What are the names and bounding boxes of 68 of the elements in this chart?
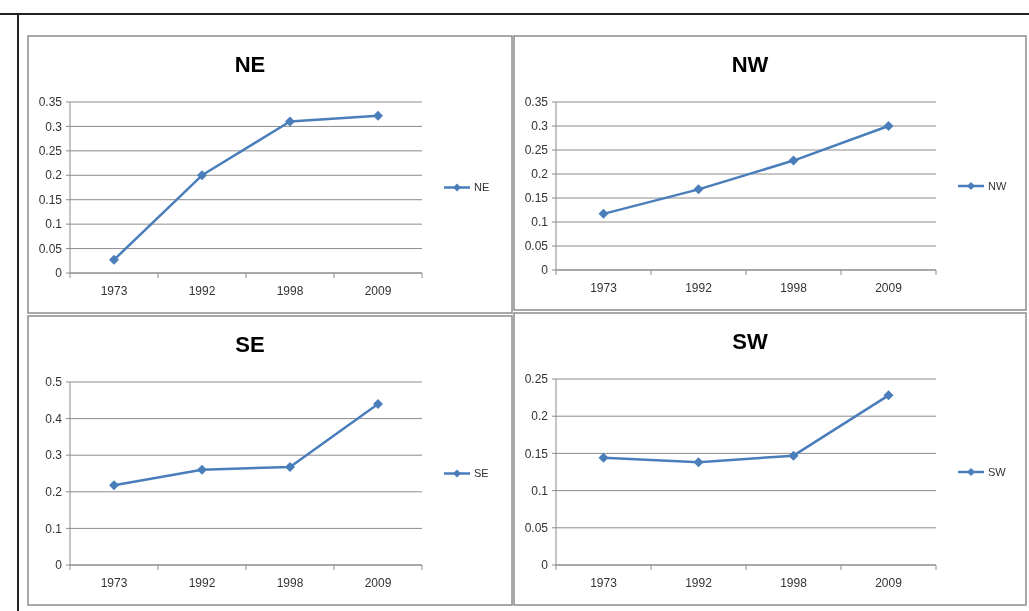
y-tick-label: 0.1 — [45, 521, 63, 536]
y-tick-label: 0.2 — [531, 167, 549, 182]
x-tick-label: 1992 — [685, 576, 713, 590]
y-tick-label: 0.3 — [45, 448, 63, 463]
y-tick-label: 0.5 — [45, 375, 63, 390]
point — [693, 184, 704, 195]
x-tick-label: 2009 — [364, 576, 392, 590]
legend-label: SE — [474, 467, 489, 480]
y-tick-label: 0.3 — [45, 119, 63, 134]
y-tick-label: 0.2 — [45, 485, 63, 499]
x-tick-label: 1973 — [590, 576, 618, 590]
legend-label: SW — [988, 465, 1007, 478]
point — [598, 208, 609, 219]
x-tick-label: 1992 — [188, 284, 216, 298]
point — [693, 457, 704, 468]
chart-title: NW — [731, 52, 769, 77]
x-tick-label: 1973 — [590, 281, 618, 295]
x-tick-label: 1992 — [188, 576, 216, 590]
point — [788, 155, 799, 166]
chart-title: NE — [234, 52, 266, 77]
y-tick-label: 0 — [541, 263, 549, 278]
x-tick-label: 2009 — [875, 576, 903, 590]
y-tick-label: 0.15 — [524, 446, 549, 461]
y-tick-label: 0.35 — [524, 95, 549, 110]
x-tick-label: 1973 — [100, 284, 128, 298]
y-tick-label: 0.15 — [38, 192, 63, 207]
x-tick-label: 1998 — [780, 281, 808, 295]
x-tick-label: 1998 — [276, 576, 304, 590]
y-tick-label: 0.05 — [524, 239, 549, 254]
y-tick-label: 0.2 — [45, 168, 63, 183]
point — [285, 461, 295, 472]
y-tick-label: 0.05 — [524, 521, 549, 535]
y-tick-label: 0 — [541, 558, 549, 573]
point — [788, 450, 799, 461]
y-tick-label: 0 — [55, 558, 63, 573]
y-tick-label: 0.3 — [531, 119, 549, 134]
point — [285, 116, 295, 127]
point — [883, 121, 894, 131]
y-tick-label: 0.25 — [524, 143, 549, 158]
x-tick-label: 1992 — [685, 281, 713, 295]
point — [598, 452, 609, 463]
legend-label: NE — [474, 181, 490, 194]
y-tick-label: 0.25 — [524, 372, 549, 387]
x-tick-label: 1998 — [780, 576, 808, 590]
y-tick-label: 0.1 — [531, 215, 549, 230]
point — [197, 170, 207, 181]
x-tick-label: 1973 — [100, 576, 128, 590]
point — [373, 398, 383, 409]
y-tick-label: 0.1 — [531, 483, 549, 498]
x-tick-label: 2009 — [875, 281, 903, 295]
chart-title: SE — [235, 332, 265, 357]
x-tick-label: 1998 — [276, 284, 304, 298]
y-tick-label: 0.2 — [531, 409, 549, 424]
y-tick-label: 0 — [55, 266, 63, 281]
point — [197, 464, 207, 475]
point — [373, 110, 383, 121]
y-tick-label: 0.05 — [38, 241, 63, 256]
chart-title: SW — [732, 329, 768, 354]
y-tick-label: 0.15 — [524, 191, 549, 206]
point — [883, 390, 894, 401]
legend-label: NW — [988, 179, 1007, 192]
point — [109, 480, 119, 491]
y-tick-label: 0.25 — [38, 144, 63, 159]
y-tick-label: 0.4 — [45, 411, 63, 426]
y-tick-label: 0.1 — [45, 217, 63, 232]
point — [109, 254, 119, 265]
x-tick-label: 2009 — [364, 284, 392, 298]
y-tick-label: 0.35 — [38, 95, 63, 110]
